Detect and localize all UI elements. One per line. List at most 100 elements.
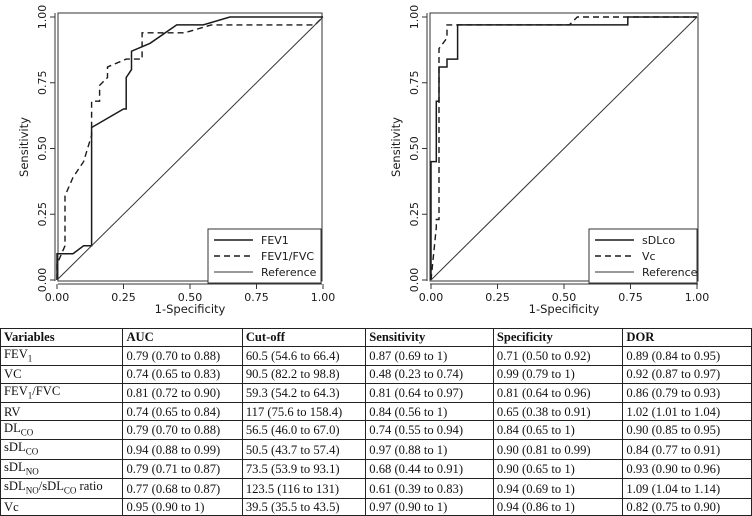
cell-variable: FEV1 (0, 345, 124, 367)
cell-auc: 0.74 (0.65 to 0.84) (122, 402, 243, 421)
table-row: sDLNO 0.79 (0.71 to 0.87) 73.5 (53.9 to 93… (0, 458, 752, 480)
series-line-reference (56, 16, 324, 281)
cell-variable: VC (0, 365, 124, 384)
table-body: FEV1 0.79 (0.70 to 0.88) 60.5 (54.6 to 66.… (0, 345, 752, 516)
cell-dor: 1.09 (1.04 to 1.14) (622, 478, 752, 499)
cell-dor: 0.89 (0.84 to 0.95) (622, 345, 752, 367)
variable-text: Vc (4, 500, 19, 515)
subscript: CO (20, 427, 34, 438)
cell-specificity: 0.84 (0.65 to 1) (492, 419, 624, 441)
cell-variable: Vc (0, 497, 124, 516)
cell-cutoff: 59.3 (54.2 to 64.3) (241, 382, 367, 404)
y-tick-label: 0.25 (36, 202, 49, 227)
column-header-auc: AUC (122, 328, 243, 347)
cell-dor: 0.92 (0.87 to 0.97) (622, 365, 752, 384)
series-line-fev1 (56, 16, 323, 280)
cell-specificity: 0.94 (0.86 to 1) (492, 497, 624, 516)
subscript: CO (63, 485, 77, 496)
cell-sensitivity: 0.61 (0.39 to 0.83) (365, 478, 494, 499)
cell-dor: 1.02 (1.01 to 1.04) (622, 402, 752, 421)
variable-text: sDL (4, 440, 26, 455)
variable-text: RV (4, 404, 21, 419)
cell-auc: 0.79 (0.70 to 0.88) (122, 419, 243, 441)
figure: 0.00 0.25 0.50 0.75 1.00 0.00 0.25 0.50 0.75 1.00… (0, 4, 752, 516)
legend-label: FEV1/FVC (261, 250, 314, 263)
legend-label: Reference (261, 266, 317, 279)
cell-dor: 0.90 (0.85 to 0.95) (622, 419, 752, 441)
variable-text: VC (4, 367, 22, 382)
cell-variable: FEV1/FVC (0, 382, 124, 404)
y-tick-label: 1.00 (408, 5, 421, 30)
roc-chart-1: 0.00 0.25 0.50 0.75 1.00 0.00 0.25 0.50 0.75 1.00… (17, 5, 335, 316)
x-tick-label: 0.75 (244, 291, 269, 304)
y-axis-label: Sensitivity (389, 117, 403, 177)
cell-auc: 0.79 (0.71 to 0.87) (122, 458, 243, 480)
legend-label: Vc (642, 250, 656, 263)
plot-area (57, 12, 323, 282)
cell-specificity: 0.65 (0.38 to 0.91) (492, 402, 624, 421)
column-header-variables: Variables (0, 328, 124, 347)
cell-specificity: 0.94 (0.69 to 1) (492, 478, 624, 499)
y-tick-label: 1.00 (36, 5, 49, 30)
table-header-row: Variables AUC Cut-off Sensitivity Specif… (0, 328, 752, 347)
cell-variable: RV (0, 402, 124, 421)
cell-variable: DLCO (0, 419, 124, 441)
cell-auc: 0.77 (0.68 to 0.87) (122, 478, 243, 499)
variable-text: ratio (76, 479, 103, 494)
cell-auc: 0.95 (0.90 to 1) (122, 497, 243, 516)
cell-sensitivity: 0.81 (0.64 to 0.97) (365, 382, 494, 404)
table-row: sDLNO/sDLCO ratio 0.77 (0.68 to 0.87) 123.… (0, 478, 752, 499)
variable-text: /sDL (38, 479, 64, 494)
y-tick-label: 0.00 (408, 268, 421, 293)
subscript: 1 (27, 353, 33, 364)
cell-dor: 0.93 (0.90 to 0.96) (622, 458, 752, 480)
x-tick-label: 1.00 (685, 291, 710, 304)
cell-sensitivity: 0.48 (0.23 to 0.74) (365, 365, 494, 384)
cell-cutoff: 123.5 (116 to 131) (241, 478, 367, 499)
table-row: DLCO 0.79 (0.70 to 0.88) 56.5 (46.0 to 67.… (0, 419, 752, 441)
cell-sensitivity: 0.74 (0.55 to 0.94) (365, 419, 494, 441)
cell-auc: 0.79 (0.70 to 0.88) (122, 345, 243, 367)
x-tick-label: 0.50 (552, 291, 577, 304)
cell-dor: 0.86 (0.79 to 0.93) (622, 382, 752, 404)
cell-cutoff: 50.5 (43.7 to 57.4) (241, 439, 367, 460)
x-tick-label: 1.00 (311, 291, 336, 304)
cell-variable: sDLNO/sDLCO ratio (0, 478, 124, 499)
cell-cutoff: 90.5 (82.2 to 98.8) (241, 365, 367, 384)
cell-auc: 0.81 (0.72 to 0.90) (122, 382, 243, 404)
y-tick-label: 0.50 (36, 136, 49, 161)
column-header-dor: DOR (622, 328, 752, 347)
subscript: 1 (27, 390, 33, 401)
cell-specificity: 0.71 (0.50 to 0.92) (492, 345, 624, 367)
variable-text: sDL (4, 479, 26, 494)
y-tick-label: 0.25 (408, 202, 421, 227)
table-row: FEV1/FVC 0.81 (0.72 to 0.90) 59.3 (54.2 to… (0, 382, 752, 404)
roc-charts: 0.00 0.25 0.50 0.75 1.00 0.00 0.25 0.50 0.75 1.00… (17, 5, 710, 316)
cell-cutoff: 56.5 (46.0 to 67.0) (241, 419, 367, 441)
x-tick-label: 0.25 (485, 291, 510, 304)
cell-specificity: 0.90 (0.65 to 1) (492, 458, 624, 480)
column-header-sensitivity: Sensitivity (365, 328, 494, 347)
cell-cutoff: 73.5 (53.9 to 93.1) (241, 458, 367, 480)
cell-variable: sDLCO (0, 439, 124, 460)
cell-dor: 0.82 (0.75 to 0.90) (622, 497, 752, 516)
variable-text: DL (4, 420, 21, 435)
y-tick-label: 0.75 (408, 71, 421, 96)
legend-label: FEV1 (261, 234, 289, 247)
table-row: Vc 0.95 (0.90 to 1) 39.5 (35.5 to 43.5) 0.9… (0, 497, 752, 516)
x-axis-label: 1-Specificity (529, 302, 600, 316)
variable-text: /FVC (32, 383, 61, 398)
cell-cutoff: 60.5 (54.6 to 66.4) (241, 345, 367, 367)
x-tick-label: 0.00 (419, 291, 444, 304)
legend-label: Reference (642, 266, 698, 279)
variable-text: sDL (4, 459, 26, 474)
table-row: FEV1 0.79 (0.70 to 0.88) 60.5 (54.6 to 66.… (0, 345, 752, 367)
y-tick-label: 0.75 (36, 71, 49, 96)
subscript: NO (25, 485, 39, 496)
cell-sensitivity: 0.97 (0.88 to 1) (365, 439, 494, 460)
subscript: CO (25, 446, 39, 457)
x-axis-label: 1-Specificity (155, 302, 226, 316)
legend: sDLco Vc Reference (588, 228, 698, 284)
cell-specificity: 0.99 (0.79 to 1) (492, 365, 624, 384)
cell-sensitivity: 0.68 (0.44 to 0.91) (365, 458, 494, 480)
